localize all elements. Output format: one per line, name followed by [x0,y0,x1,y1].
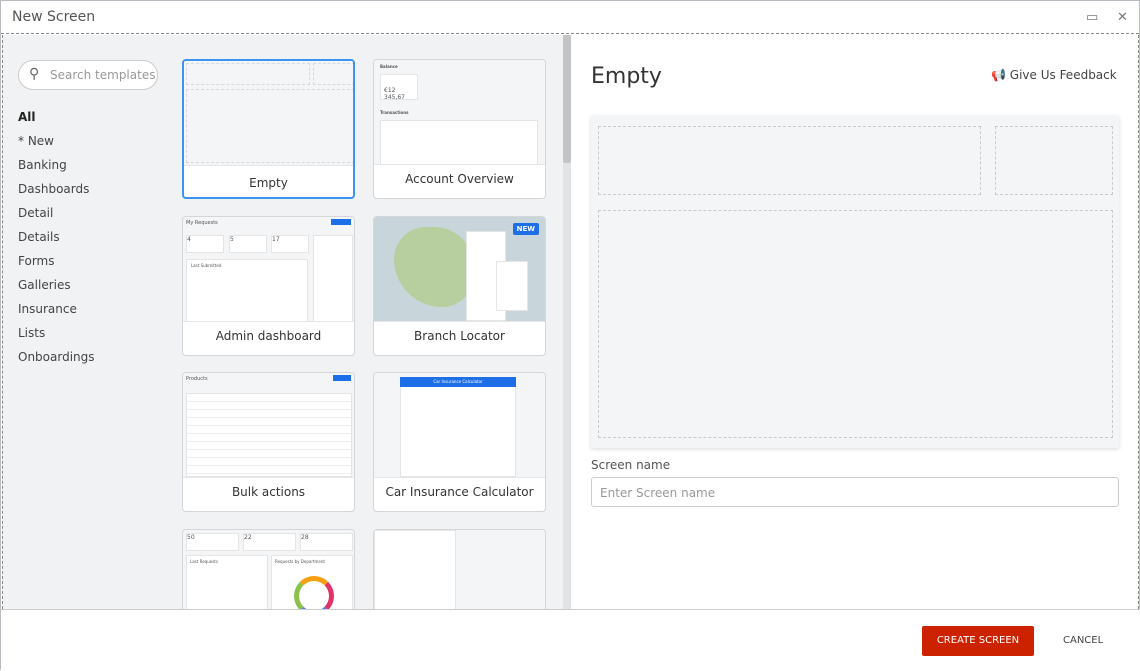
create-screen-button[interactable]: CREATE SCREEN [922,626,1034,656]
template-label: Empty [249,176,288,190]
template-scrollbar[interactable] [563,35,571,609]
thumb-title: Car Insurance Calculator [400,377,516,387]
template-card-form[interactable] [373,529,546,609]
thumb-stat: 28 [301,534,309,541]
category-new[interactable]: * New [18,134,54,148]
template-label: Account Overview [405,172,514,186]
preview-canvas [591,116,1119,448]
category-list: All * New Banking Dashboards Detail Deta… [18,109,95,373]
thumb-section: Transactions [380,110,409,115]
title-bar: New Screen ▭ ✕ [1,1,1139,34]
screen-name-input[interactable]: Enter Screen name [591,477,1119,507]
template-thumbnail: Car Insurance Calculator [374,373,545,478]
template-label: Admin dashboard [215,329,322,343]
template-card-car-insurance-calculator[interactable]: Car Insurance Calculator Car Insurance C… [373,372,546,512]
thumb-stat: 4 [187,236,191,243]
thumb-chart-title: Requests by Department [275,559,325,564]
dialog-footer: CREATE SCREEN CANCEL [1,609,1140,671]
template-thumbnail: Products [183,373,354,478]
template-card-branch-locator[interactable]: NEW Branch Locator [373,216,546,356]
category-all[interactable]: All [18,110,36,124]
template-card-empty[interactable]: Empty [182,59,355,199]
dialog-title: New Screen [12,9,96,25]
category-detail[interactable]: Detail [18,206,54,220]
search-input[interactable]: ⚲ Search templates [18,60,158,90]
thumb-stat: 5 [230,236,234,243]
thumb-section: Last Requests [190,559,218,564]
scrollbar-thumb[interactable] [563,35,571,163]
template-browser: ⚲ Search templates All * New Banking Das… [2,35,563,609]
thumb-stat: 17 [272,236,280,243]
category-banking[interactable]: Banking [18,158,67,172]
close-icon[interactable]: ✕ [1117,10,1128,25]
category-dashboards[interactable]: Dashboards [18,182,90,196]
thumb-title: My Requests [186,220,218,226]
cancel-button[interactable]: CANCEL [1063,635,1104,646]
thumb-section: Last Submitted [191,263,222,268]
maximize-icon[interactable]: ▭ [1086,10,1099,25]
screen-name-label: Screen name [591,458,671,472]
category-lists[interactable]: Lists [18,326,46,340]
template-card-admin-dashboard[interactable]: My Requests 4 5 17 Last Submitted Admin … [182,216,355,356]
template-label: Car Insurance Calculator [385,485,534,499]
template-thumbnail [184,61,353,166]
thumb-title: Balance [380,64,398,69]
template-label: Branch Locator [414,329,505,343]
template-thumbnail: 50 22 28 Last Requests Requests by Depar… [183,530,354,609]
feedback-link[interactable]: 📢 Give Us Feedback [991,68,1117,82]
thumb-stat: 50 [187,534,195,541]
thumb-title: Products [186,376,208,382]
preview-panel: Empty 📢 Give Us Feedback Screen name Ent… [571,35,1139,609]
template-thumbnail: My Requests 4 5 17 Last Submitted [183,217,354,322]
thumb-stat: 22 [244,534,252,541]
template-thumbnail [374,530,545,609]
category-details[interactable]: Details [18,230,60,244]
category-galleries[interactable]: Galleries [18,278,71,292]
template-card-account-overview[interactable]: Balance €12 345,67 Transactions Account … [373,59,546,199]
preview-title: Empty [591,64,662,89]
template-thumbnail: Balance €12 345,67 Transactions [374,60,545,165]
megaphone-icon: 📢 [991,68,1006,82]
new-badge: NEW [512,223,539,235]
template-card-dashboard[interactable]: 50 22 28 Last Requests Requests by Depar… [182,529,355,609]
screen-name-placeholder: Enter Screen name [600,486,716,500]
thumb-balance: €12 345,67 [384,87,405,101]
feedback-label: Give Us Feedback [1009,68,1117,82]
category-forms[interactable]: Forms [18,254,55,268]
search-icon: ⚲ [29,66,40,82]
search-placeholder: Search templates [50,68,156,82]
category-insurance[interactable]: Insurance [18,302,77,316]
template-label: Bulk actions [231,485,306,499]
category-onboardings[interactable]: Onboardings [18,350,95,364]
template-thumbnail: NEW [374,217,545,322]
template-card-bulk-actions[interactable]: Products Bulk actions [182,372,355,512]
